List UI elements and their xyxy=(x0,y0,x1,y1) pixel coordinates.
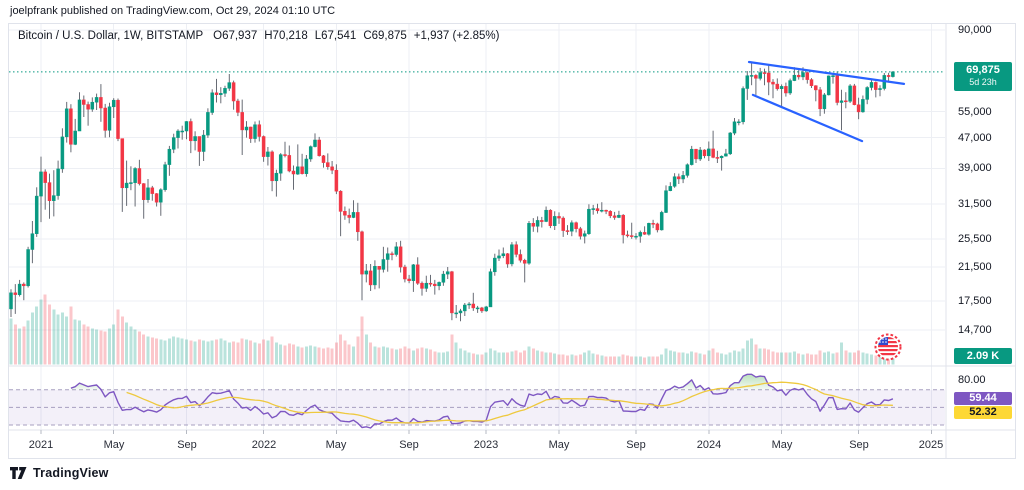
symbol-legend[interactable]: Bitcoin / U.S. Dollar, 1W, BITSTAMP O67,9… xyxy=(18,30,506,42)
ohlc-open: O67,937 xyxy=(213,30,258,42)
price-scale[interactable]: 69,875 5d 23h 2.09 K 80.00 59.44 52.32 9… xyxy=(946,23,1016,459)
rsi-tick-label: 80.00 xyxy=(958,374,986,386)
price-tick-label: 55,000 xyxy=(958,106,992,118)
rsi-ma-badge: 52.32 xyxy=(954,405,1012,419)
price-tick-label: 31,500 xyxy=(958,198,992,210)
time-tick-label: May xyxy=(548,439,570,451)
price-tick-label: 14,700 xyxy=(958,324,992,336)
time-tick-label: Sep xyxy=(399,439,419,451)
volume-bars xyxy=(9,294,895,365)
price-tick-label: 25,500 xyxy=(958,233,992,245)
tradingview-logo-text: TradingView xyxy=(33,466,109,480)
ohlc-change: +1,937 (+2.85%) xyxy=(413,30,500,42)
snapshot-attribution: joelpfrank published on TradingView.com,… xyxy=(10,5,336,17)
volume-badge: 2.09 K xyxy=(954,348,1012,364)
bar-countdown: 5d 23h xyxy=(969,77,997,87)
time-tick-label: May xyxy=(325,439,347,451)
price-tick-label: 39,000 xyxy=(958,162,992,174)
ohlc-low: L67,541 xyxy=(314,30,357,42)
tradingview-logo[interactable]: TradingView xyxy=(10,466,109,480)
candles xyxy=(9,62,895,322)
price-tick-label: 90,000 xyxy=(958,24,992,36)
time-tick-label: 2024 xyxy=(696,439,722,451)
time-tick-label: Sep xyxy=(626,439,646,451)
wedge-lower-trendline[interactable] xyxy=(751,93,864,143)
time-tick-label: Sep xyxy=(849,439,869,451)
time-tick-label: 2022 xyxy=(251,439,277,451)
price-tick-label: 17,500 xyxy=(958,295,992,307)
price-tick-label: 47,000 xyxy=(958,132,992,144)
time-tick-label: Sep xyxy=(177,439,197,451)
rsi-ma-line xyxy=(126,381,893,424)
time-tick-label: May xyxy=(771,439,793,451)
time-tick-label: 2021 xyxy=(28,439,54,451)
rsi-value-badge: 59.44 xyxy=(954,392,1012,405)
price-tick-label: 21,500 xyxy=(958,261,992,273)
wedge-upper-trendline[interactable] xyxy=(747,60,906,86)
ohlc-high: H70,218 xyxy=(264,30,308,42)
economic-event-flag-icon[interactable] xyxy=(874,333,902,361)
last-price-badge: 69,875 5d 23h xyxy=(954,62,1012,91)
rsi-line xyxy=(70,373,894,429)
last-price-value: 69,875 xyxy=(966,64,1000,76)
tradingview-logo-icon xyxy=(10,467,27,479)
ohlc-close: C69,875 xyxy=(363,30,407,42)
time-tick-label: May xyxy=(103,439,125,451)
time-tick-label: 2025 xyxy=(918,439,944,451)
time-tick-label: 2023 xyxy=(473,439,499,451)
symbol-title[interactable]: Bitcoin / U.S. Dollar, 1W, BITSTAMP xyxy=(18,30,204,42)
time-scale[interactable]: 2021 May Sep 2022 May Sep 2023 May Sep 2024 May Sep… xyxy=(8,430,946,459)
